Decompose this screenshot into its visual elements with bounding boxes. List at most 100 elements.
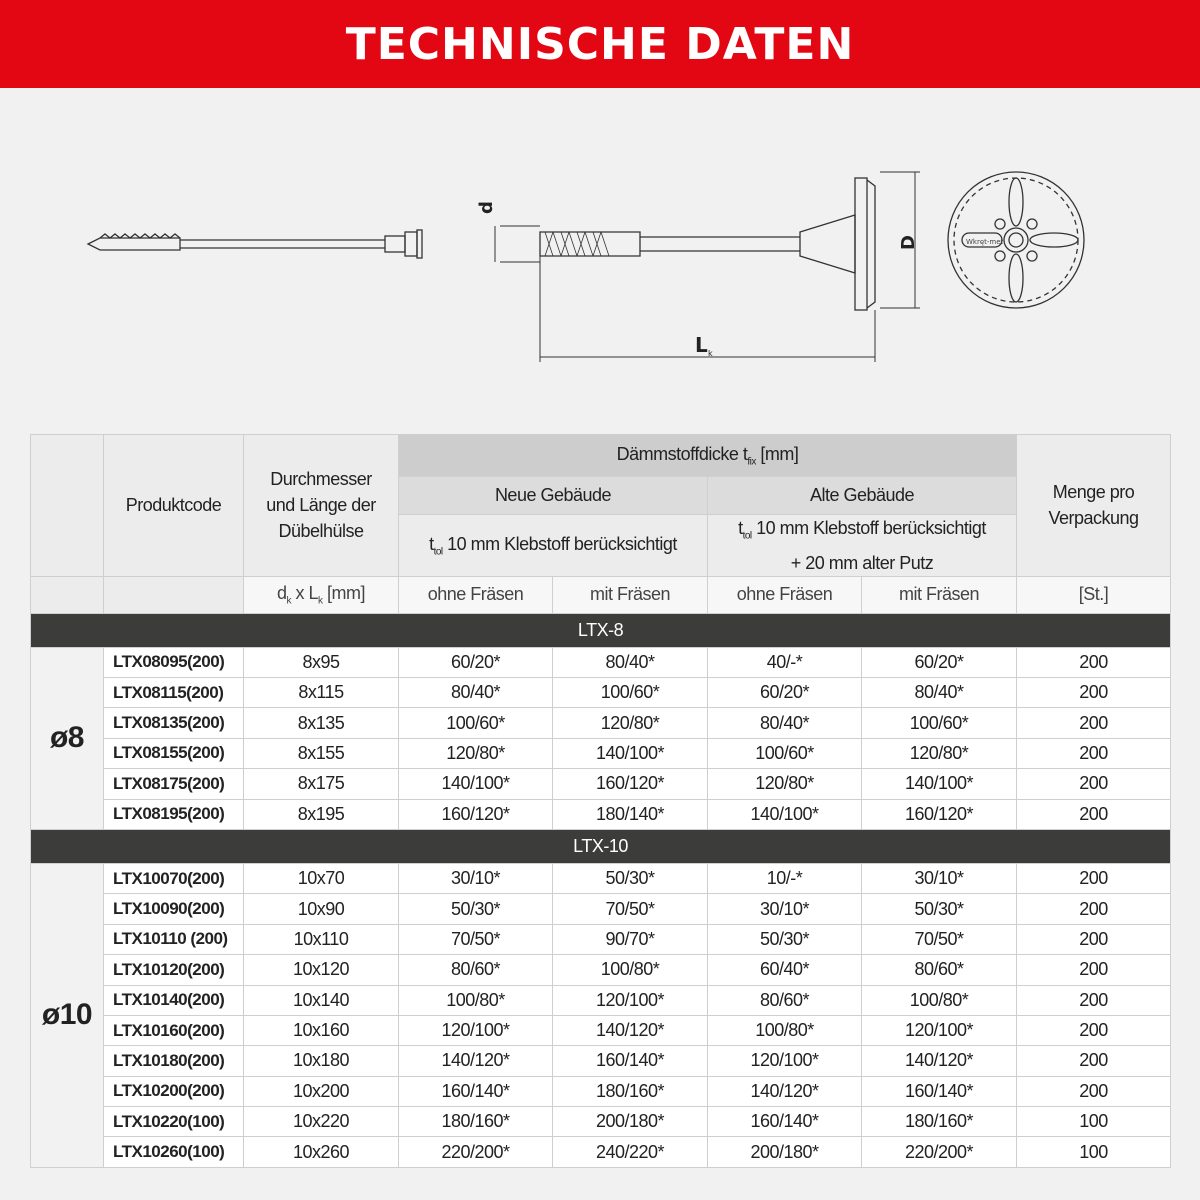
cell-menge: 200 [1016,707,1172,739]
cell-size: 8x175 [243,768,399,800]
cell-neu-ohne: 140/100* [398,768,553,800]
cell-size: 10x220 [243,1106,399,1138]
unit-neu-ohne: ohne Fräsen [398,575,553,614]
Lk-sub: k [708,349,713,358]
Dk-label: D [898,235,919,250]
table-row: LTX10220(100) 10x220 180/160* 200/180* 160/1… [31,1106,1172,1138]
cell-neu-mit: 50/30* [552,862,708,895]
cell-alt-ohne: 30/10* [707,893,862,925]
cell-neu-mit: 140/100* [552,737,708,770]
cell-size: 10x160 [243,1014,399,1047]
cell-neu-ohne: 30/10* [398,862,553,895]
header-produktcode: Produktcode [103,434,244,577]
cell-alt-ohne: 120/100* [707,1045,862,1077]
cell-neu-mit: 120/100* [552,984,708,1016]
cell-alt-mit: 120/80* [860,737,1018,770]
cell-size: 8x155 [243,737,399,770]
header-alte-gebaeude: Alte Gebäude [706,476,1018,515]
cell-alt-mit: 80/40* [860,676,1018,709]
anchor-plate-top-view: Wkręt-met [947,171,1085,309]
unit-alt-ohne: ohne Fräsen [707,575,862,614]
cell-menge: 200 [1016,1075,1172,1108]
cell-neu-ohne: 120/80* [398,737,553,770]
title-banner: TECHNISCHE DATEN [0,0,1200,88]
table-row: LTX08175(200) 8x175 140/100* 160/120* 120/80… [31,768,1172,800]
cell-alt-ohne: 140/120* [707,1075,862,1108]
cell-neu-mit: 180/140* [552,798,708,830]
cell-alt-ohne: 60/20* [707,676,862,709]
page-title: TECHNISCHE DATEN [345,18,855,70]
table-row: LTX10090(200) 10x90 50/30* 70/50* 30/10* 50/3… [31,893,1172,925]
cell-alt-mit: 50/30* [860,893,1018,925]
cell-menge: 200 [1016,954,1172,986]
cell-size: 8x95 [243,646,399,678]
cell-menge: 200 [1016,646,1172,678]
cell-neu-mit: 90/70* [552,923,708,956]
cell-neu-ohne: 160/140* [398,1075,553,1108]
cell-neu-ohne: 60/20* [398,646,553,678]
anchor-technical-drawing: d D L k Wkręt-met [86,171,1085,362]
cell-size: 8x115 [243,676,399,709]
cell-alt-ohne: 80/40* [707,707,862,739]
cell-neu-ohne: 120/100* [398,1014,553,1047]
cell-size: 10x110 [243,923,399,956]
header-alt-note: ttol 10 mm Klebstoff berücksichtigt + 20 … [706,514,1018,577]
cell-neu-mit: 240/220* [552,1136,708,1168]
diameter-label: ø10 [30,862,104,1168]
cell-alt-ohne: 40/-* [707,646,862,678]
cell-alt-mit: 160/140* [860,1075,1018,1108]
header-menge: Menge pro Verpackung [1016,434,1172,577]
table-row: LTX10260(100) 10x260 220/200* 240/220* 200/1… [31,1136,1172,1168]
cell-menge: 200 [1016,984,1172,1016]
cell-alt-ohne: 200/180* [707,1136,862,1168]
cell-product-code: LTX10120(200) [103,954,244,986]
cell-alt-mit: 100/80* [860,984,1018,1016]
cell-product-code: LTX10090(200) [103,893,244,925]
cell-menge: 200 [1016,768,1172,800]
cell-alt-mit: 30/10* [860,862,1018,895]
dk-label: d [476,201,497,214]
technical-data-table: Produktcode Durchmesser und Länge der Dü… [29,434,1172,1168]
diameter-label: ø8 [30,646,104,830]
cell-product-code: LTX08175(200) [103,768,244,800]
cell-neu-ohne: 50/30* [398,893,553,925]
unit-st: [St.] [1016,575,1172,614]
cell-alt-ohne: 10/-* [707,862,862,895]
header-daemmstoffdicke: Dämmstoffdicke tfix [mm] [397,434,1018,477]
cell-alt-ohne: 100/80* [707,1014,862,1047]
cell-neu-ohne: 140/120* [398,1045,553,1077]
cell-neu-mit: 160/140* [552,1045,708,1077]
cell-neu-mit: 200/180* [552,1106,708,1138]
cell-neu-ohne: 80/40* [398,676,553,709]
cell-product-code: LTX10070(200) [103,862,244,895]
cell-menge: 200 [1016,798,1172,830]
table-row: LTX08195(200) 8x195 160/120* 180/140* 140/10… [31,798,1172,830]
cell-alt-mit: 180/160* [860,1106,1018,1138]
cell-product-code: LTX10160(200) [103,1014,244,1047]
cell-alt-mit: 140/100* [860,768,1018,800]
cell-alt-mit: 220/200* [860,1136,1018,1168]
table-row: ø10 LTX10070(200) 10x70 30/10* 50/30* 10/-* 30… [30,862,1172,1168]
cell-product-code: LTX10140(200) [103,984,244,1016]
table-row: LTX10110 (200) 10x110 70/50* 90/70* 50/30* 70… [31,923,1172,956]
cell-menge: 200 [1016,1045,1172,1077]
group-row: LTX-8 [29,612,1172,648]
header-neu-note: ttol 10 mm Klebstoff berücksichtigt [398,514,708,577]
table-row: LTX10200(200) 10x200 160/140* 180/160* 140/1… [31,1075,1172,1108]
cell-alt-ohne: 160/140* [707,1106,862,1138]
unit-alt-mit: mit Fräsen [860,575,1018,614]
Lk-label: L [695,333,708,357]
cell-product-code: LTX08115(200) [103,676,244,709]
cell-menge: 100 [1016,1106,1172,1138]
cell-product-code: LTX08195(200) [103,798,244,830]
cell-size: 8x195 [243,798,399,830]
cell-alt-mit: 100/60* [860,707,1018,739]
table-row: LTX10180(200) 10x180 140/120* 160/140* 120/1… [31,1045,1172,1077]
cell-neu-mit: 160/120* [552,768,708,800]
cell-neu-mit: 120/80* [552,707,708,739]
table-row: LTX08155(200) 8x155 120/80* 140/100* 100/60*… [31,737,1172,770]
cell-alt-ohne: 120/80* [707,768,862,800]
cell-product-code: LTX08155(200) [103,737,244,770]
cell-alt-mit: 160/120* [860,798,1018,830]
cell-neu-ohne: 180/160* [398,1106,553,1138]
